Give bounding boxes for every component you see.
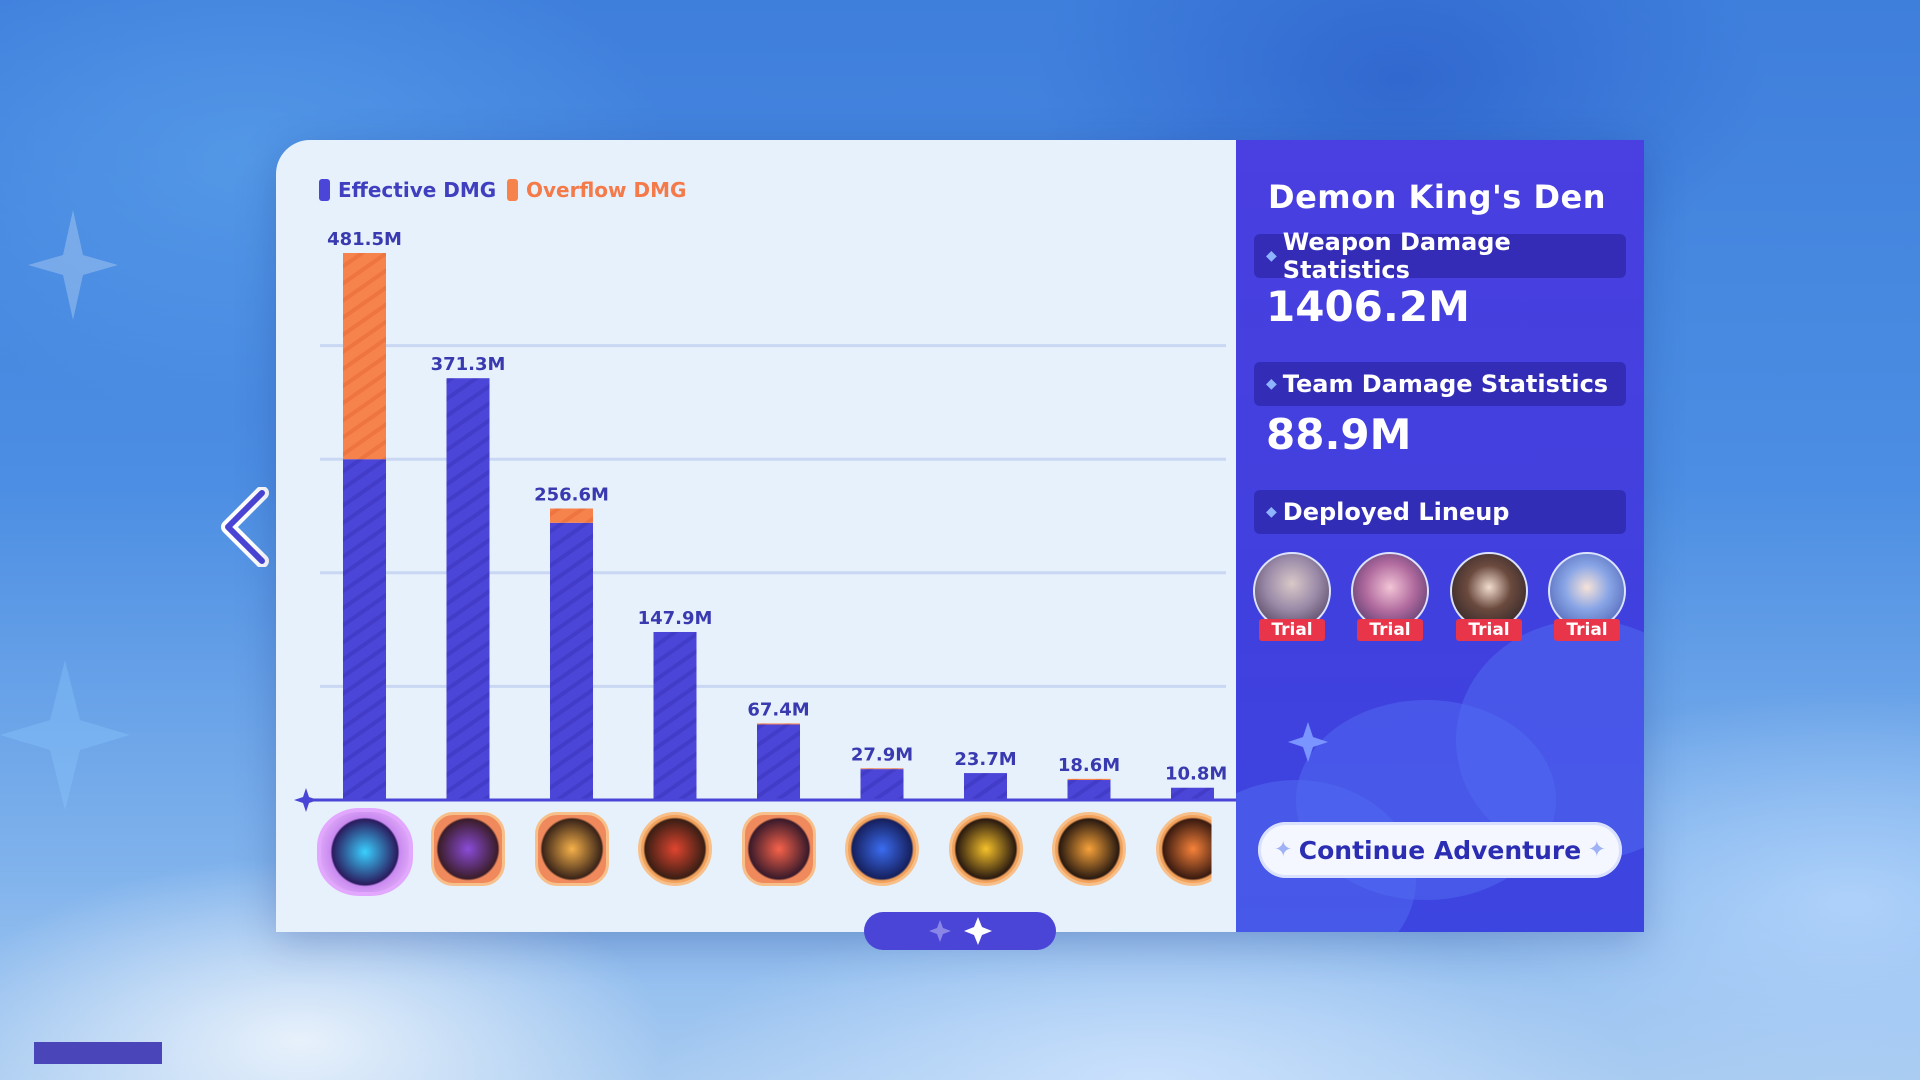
bar-overflow-dmg — [343, 253, 386, 460]
stage-title: Demon King's Den — [1268, 178, 1606, 216]
bar-value-label: 27.9M — [851, 744, 913, 765]
bar-value-label: 256.6M — [534, 485, 609, 506]
trial-badge: Trial — [1554, 619, 1620, 641]
legend-overflow-swatch — [507, 179, 518, 201]
character-2-avatar[interactable] — [1351, 552, 1429, 630]
trial-badge: Trial — [1357, 619, 1423, 641]
bar-value-label: 147.9M — [638, 608, 713, 629]
bar-effective-dmg — [1171, 787, 1214, 800]
bottle-weapon-icon[interactable] — [1052, 812, 1126, 886]
continue-adventure-label: Continue Adventure — [1298, 835, 1582, 865]
chart-bars: 481.5M 371.3M 256.6M 147.9M 67.4M 27.9M 23.7M 1… — [327, 229, 1227, 800]
axis-star-icon — [294, 788, 318, 812]
sparkle-icon — [1288, 722, 1328, 762]
page-dot-inactive-icon[interactable] — [927, 918, 953, 944]
character-4-avatar[interactable] — [1548, 552, 1626, 630]
legend-overflow-dmg: Overflow DMG — [507, 178, 686, 202]
legend-effective-dmg: Effective DMG — [319, 178, 496, 202]
trial-badge: Trial — [1456, 619, 1522, 641]
button-star-icon: ✦ — [1587, 837, 1606, 863]
damage-chart-area: Effective DMG Overflow DMG — [276, 140, 1236, 932]
button-star-icon: ✦ — [1274, 837, 1293, 863]
bar-effective-dmg — [653, 631, 697, 800]
legend-effective-swatch — [319, 179, 330, 201]
bar-effective-dmg — [1067, 780, 1111, 800]
bottom-status-bar — [34, 1042, 162, 1064]
bar-effective-dmg — [860, 769, 904, 800]
dagger-weapon-icon[interactable] — [431, 812, 505, 886]
team-damage-stats-header: ◆ Team Damage Statistics — [1254, 362, 1626, 406]
hammer-weapon-icon[interactable] — [534, 812, 609, 886]
bar-overflow-dmg — [1067, 778, 1111, 781]
orb-weapon-icon[interactable] — [1155, 812, 1212, 886]
deployed-lineup-header: ◆ Deployed Lineup — [1254, 490, 1626, 534]
sword-weapon-icon[interactable] — [638, 812, 712, 886]
deployed-lineup-label: Deployed Lineup — [1282, 498, 1510, 526]
stats-sidebar: Demon King's Den ◆ Weapon Damage Statist… — [1236, 140, 1644, 932]
bar-value-label: 18.6M — [1058, 755, 1120, 776]
bar-value-label: 481.5M — [327, 229, 402, 250]
bar-value-label: 371.3M — [431, 354, 506, 375]
page-indicator — [864, 912, 1056, 950]
bar-value-label: 67.4M — [747, 699, 809, 720]
back-arrow-button[interactable] — [218, 487, 280, 567]
bar-effective-dmg — [550, 522, 593, 800]
result-panel: Effective DMG Overflow DMG — [276, 140, 1644, 932]
bar-effective-dmg — [343, 459, 386, 800]
diamond-icon: ◆ — [1266, 504, 1277, 520]
bar-value-label: 23.7M — [954, 749, 1016, 770]
bar-overflow-dmg — [860, 768, 904, 770]
weapon-damage-total: 1406.2M — [1266, 282, 1470, 331]
yo-yo-weapon-icon[interactable] — [316, 808, 413, 896]
background-star-icon — [28, 210, 118, 320]
trial-badge: Trial — [1259, 619, 1325, 641]
bar-effective-dmg — [964, 773, 1007, 800]
legend-overflow-label: Overflow DMG — [526, 178, 687, 202]
damage-bar-chart: 481.5M 371.3M 256.6M 147.9M 67.4M 27.9M 23.7M 1… — [294, 229, 1236, 812]
team-damage-stats-label: Team Damage Statistics — [1282, 370, 1609, 398]
character-3-avatar[interactable] — [1450, 552, 1528, 630]
bar-effective-dmg — [446, 378, 490, 800]
continue-adventure-button[interactable]: ✦ Continue Adventure ✦ — [1258, 822, 1622, 878]
bar-effective-dmg — [757, 724, 800, 800]
page-dot-active-icon[interactable] — [963, 916, 993, 946]
bar-overflow-dmg — [550, 508, 593, 523]
lightning-weapon-icon[interactable] — [948, 812, 1023, 886]
weapon-damage-stats-label: Weapon Damage Statistics — [1282, 228, 1511, 284]
diamond-icon: ◆ — [1266, 248, 1277, 264]
team-damage-total: 88.9M — [1266, 410, 1412, 459]
legend-effective-label: Effective DMG — [338, 178, 497, 202]
diamond-icon: ◆ — [1266, 376, 1277, 392]
background-star-icon — [0, 660, 130, 810]
bar-value-label: 10.8M — [1165, 764, 1227, 785]
paw-weapon-icon[interactable] — [741, 812, 816, 886]
weapon-damage-stats-header: ◆ Weapon Damage Statistics — [1254, 228, 1626, 284]
bar-overflow-dmg — [757, 723, 800, 725]
crescent-weapon-icon[interactable] — [845, 812, 919, 886]
